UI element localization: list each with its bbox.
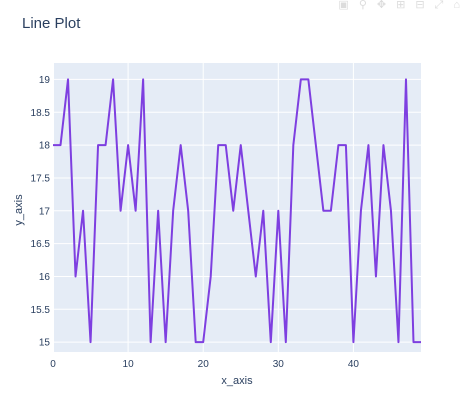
data-point[interactable]	[216, 143, 220, 147]
data-point[interactable]	[299, 77, 303, 81]
y-tick-labels: 15 15.5 16 16.5 17 17.5 18 18.5 19	[31, 75, 51, 349]
series-group	[51, 77, 423, 344]
modebar: ▣ ⚲ ✥ ⊞ ⊟ ⤢ ⌂	[338, 0, 460, 11]
y-tick-label: 17.5	[31, 173, 51, 184]
data-point[interactable]	[66, 77, 70, 81]
x-tick-label: 30	[273, 359, 285, 370]
data-point[interactable]	[96, 143, 100, 147]
plot-area	[53, 63, 421, 352]
data-point[interactable]	[366, 143, 370, 147]
data-point[interactable]	[194, 340, 198, 344]
x-tick-label: 10	[123, 359, 135, 370]
zoom-icon[interactable]: ⚲	[358, 0, 367, 11]
data-point[interactable]	[321, 209, 325, 213]
data-point[interactable]	[224, 143, 228, 147]
data-point[interactable]	[74, 274, 78, 278]
data-point[interactable]	[59, 143, 63, 147]
reset-icon[interactable]: ⌂	[453, 0, 460, 11]
data-point[interactable]	[306, 77, 310, 81]
chart-title: Line Plot	[22, 15, 81, 32]
x-tick-labels: 0 10 20 30 40	[50, 359, 359, 370]
data-point[interactable]	[269, 340, 273, 344]
data-point[interactable]	[291, 143, 295, 147]
data-point[interactable]	[134, 209, 138, 213]
data-point[interactable]	[231, 209, 235, 213]
data-point[interactable]	[81, 209, 85, 213]
y-tick-label: 18.5	[31, 108, 51, 119]
data-point[interactable]	[284, 340, 288, 344]
data-point[interactable]	[239, 143, 243, 147]
data-point[interactable]	[119, 209, 123, 213]
data-point[interactable]	[209, 274, 213, 278]
data-point[interactable]	[411, 340, 415, 344]
camera-icon[interactable]: ▣	[338, 0, 349, 11]
zoom-in-icon[interactable]: ⊞	[396, 0, 406, 11]
data-point[interactable]	[329, 209, 333, 213]
data-point[interactable]	[254, 274, 258, 278]
data-point[interactable]	[351, 340, 355, 344]
y-tick-label: 19	[39, 75, 51, 86]
y-tick-label: 15.5	[31, 305, 51, 316]
data-point[interactable]	[126, 143, 130, 147]
data-point[interactable]	[111, 77, 115, 81]
data-point[interactable]	[171, 209, 175, 213]
x-axis-label: x_axis	[221, 375, 253, 387]
pan-icon[interactable]: ✥	[376, 0, 387, 11]
data-point[interactable]	[104, 143, 108, 147]
y-axis-label: y_axis	[13, 194, 25, 226]
data-point[interactable]	[51, 143, 55, 147]
data-point[interactable]	[179, 143, 183, 147]
x-tick-label: 0	[50, 359, 56, 370]
data-point[interactable]	[419, 340, 423, 344]
data-point[interactable]	[261, 209, 265, 213]
y-tick-label: 17	[39, 206, 51, 217]
data-point[interactable]	[359, 209, 363, 213]
data-point[interactable]	[164, 340, 168, 344]
data-point[interactable]	[344, 143, 348, 147]
data-point[interactable]	[381, 143, 385, 147]
data-point[interactable]	[396, 340, 400, 344]
data-point[interactable]	[336, 143, 340, 147]
autoscale-icon[interactable]: ⤢	[434, 0, 444, 11]
data-point[interactable]	[389, 209, 393, 213]
data-point[interactable]	[246, 209, 250, 213]
data-point[interactable]	[404, 77, 408, 81]
y-tick-label: 16	[39, 272, 51, 283]
data-point[interactable]	[201, 340, 205, 344]
data-point[interactable]	[276, 209, 280, 213]
y-tick-label: 15	[39, 338, 51, 349]
y-tick-label: 18	[39, 141, 51, 152]
x-tick-label: 40	[348, 359, 360, 370]
data-point[interactable]	[141, 77, 145, 81]
data-point[interactable]	[186, 209, 190, 213]
data-point[interactable]	[89, 340, 93, 344]
zoom-out-icon[interactable]: ⊟	[415, 0, 425, 11]
data-point[interactable]	[314, 143, 318, 147]
data-point[interactable]	[149, 340, 153, 344]
data-point[interactable]	[156, 209, 160, 213]
series-line	[53, 78, 421, 344]
data-point[interactable]	[374, 274, 378, 278]
y-tick-label: 16.5	[31, 239, 51, 250]
x-tick-label: 20	[198, 359, 210, 370]
